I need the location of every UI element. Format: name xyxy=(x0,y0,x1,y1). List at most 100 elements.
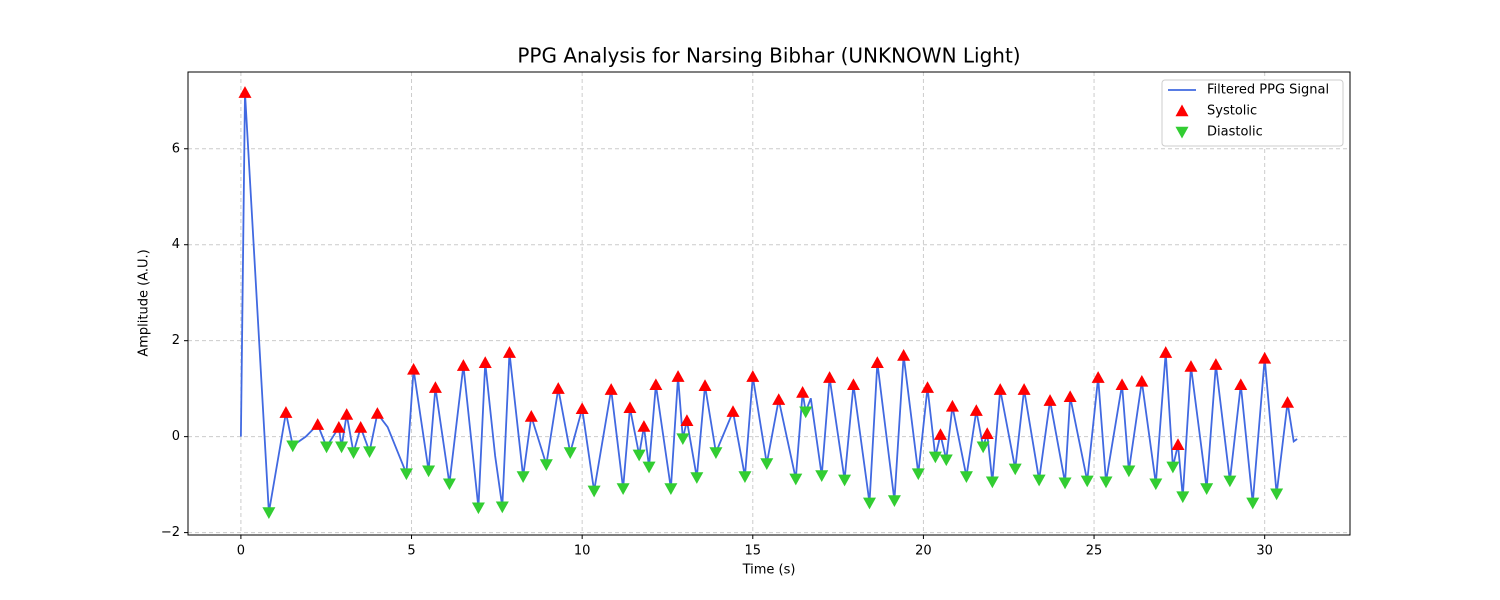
systolic-marker xyxy=(311,418,325,430)
diastolic-marker xyxy=(286,440,300,453)
diastolic-marker xyxy=(1223,475,1237,488)
systolic-marker xyxy=(1159,346,1173,358)
x-tick-label: 20 xyxy=(915,544,932,559)
systolic-marker xyxy=(551,382,565,394)
systolic-marker xyxy=(680,414,694,427)
systolic-marker xyxy=(340,408,354,420)
diastolic-marker xyxy=(335,441,349,454)
systolic-marker xyxy=(993,383,1007,395)
diastolic-marker xyxy=(760,458,774,471)
x-tick-label: 5 xyxy=(407,544,415,559)
systolic-marker xyxy=(370,407,384,419)
systolic-marker xyxy=(921,381,935,393)
y-axis-label: Amplitude (A.U.) xyxy=(137,249,152,356)
systolic-marker xyxy=(933,428,947,440)
systolic-marker xyxy=(623,401,637,414)
diastolic-marker xyxy=(262,507,276,519)
diastolic-marker xyxy=(399,468,413,481)
legend-box xyxy=(1161,79,1344,147)
diastolic-marker xyxy=(632,449,646,462)
systolic-marker xyxy=(870,356,884,368)
systolic-marker xyxy=(980,427,994,439)
x-tick-label: 10 xyxy=(574,544,591,559)
diastolic-marker xyxy=(985,476,999,489)
diastolic-marker xyxy=(495,501,509,514)
systolic-marker xyxy=(478,356,492,368)
systolic-marker xyxy=(671,370,685,382)
diastolic-marker xyxy=(516,471,530,483)
diastolic-marker xyxy=(690,472,704,484)
y-tick-label: 6 xyxy=(172,141,180,156)
systolic-marker xyxy=(1017,383,1031,395)
systolic-marker xyxy=(945,399,959,412)
diastolic-marker xyxy=(563,447,577,459)
systolic-marker xyxy=(279,406,293,418)
systolic-marker xyxy=(1115,378,1129,391)
systolic-marker xyxy=(772,393,786,405)
y-tick-label: 2 xyxy=(172,333,180,348)
x-tick-label: 30 xyxy=(1256,544,1273,559)
diastolic-marker xyxy=(738,471,752,483)
plot-frame xyxy=(187,71,1351,536)
y-tick-label: 4 xyxy=(172,237,180,252)
systolic-marker xyxy=(1209,358,1223,370)
diastolic-marker xyxy=(1270,488,1284,501)
systolic-marker xyxy=(354,421,368,433)
x-axis-label: Time (s) xyxy=(742,563,796,578)
diastolic-marker xyxy=(1122,465,1136,478)
diastolic-marker xyxy=(959,471,973,483)
diastolic-marker xyxy=(347,447,361,459)
legend-swatch xyxy=(1175,104,1189,117)
signal-line xyxy=(239,92,1298,513)
diastolic-marker xyxy=(422,465,436,478)
diastolic-marker xyxy=(587,485,601,498)
systolic-marker xyxy=(524,409,538,422)
diastolic-marker xyxy=(838,474,852,487)
diastolic-marker xyxy=(616,483,630,495)
systolic-marker xyxy=(897,349,911,361)
x-tick-label: 15 xyxy=(745,544,762,559)
diastolic-marker xyxy=(1246,497,1260,510)
diastolic-marker xyxy=(928,451,942,464)
diastolic-marker xyxy=(1099,476,1113,489)
x-tick-label: 0 xyxy=(237,544,245,559)
systolic-marker xyxy=(575,402,589,415)
systolic-marker xyxy=(746,370,760,382)
diastolic-marker xyxy=(1149,478,1163,491)
systolic-marker xyxy=(649,378,663,391)
legend-label: Diastolic xyxy=(1207,125,1263,140)
systolic-marker xyxy=(604,383,618,395)
systolic-marker xyxy=(969,404,983,416)
systolic-marker xyxy=(823,371,837,383)
systolic-marker xyxy=(1234,378,1248,391)
systolic-marker xyxy=(407,362,421,375)
systolic-marker xyxy=(698,379,712,391)
systolic-marker xyxy=(1184,360,1198,372)
diastolic-marker xyxy=(887,495,901,507)
diastolic-marker xyxy=(363,446,377,459)
diastolic-marker xyxy=(1032,474,1046,487)
systolic-marker xyxy=(456,359,470,371)
diastolic-marker xyxy=(676,433,690,446)
systolic-marker xyxy=(796,386,810,398)
diastolic-marker xyxy=(1080,475,1094,488)
diastolic-marker xyxy=(442,478,456,491)
systolic-marker xyxy=(1043,394,1057,406)
y-tick-label: 0 xyxy=(172,429,180,444)
legend-swatch xyxy=(1175,126,1189,139)
systolic-marker xyxy=(1091,371,1105,383)
systolic-marker xyxy=(238,86,252,98)
diastolic-marker xyxy=(799,406,813,419)
diastolic-marker xyxy=(815,470,829,483)
diastolic-marker xyxy=(1166,461,1180,474)
systolic-marker xyxy=(726,405,740,417)
diastolic-marker xyxy=(939,454,953,467)
diastolic-marker xyxy=(709,447,723,459)
diastolic-marker xyxy=(1200,483,1214,495)
diastolic-marker xyxy=(664,483,678,495)
systolic-marker xyxy=(502,346,516,358)
diastolic-marker xyxy=(1008,463,1022,476)
diastolic-marker xyxy=(471,502,485,515)
systolic-marker xyxy=(332,421,346,433)
